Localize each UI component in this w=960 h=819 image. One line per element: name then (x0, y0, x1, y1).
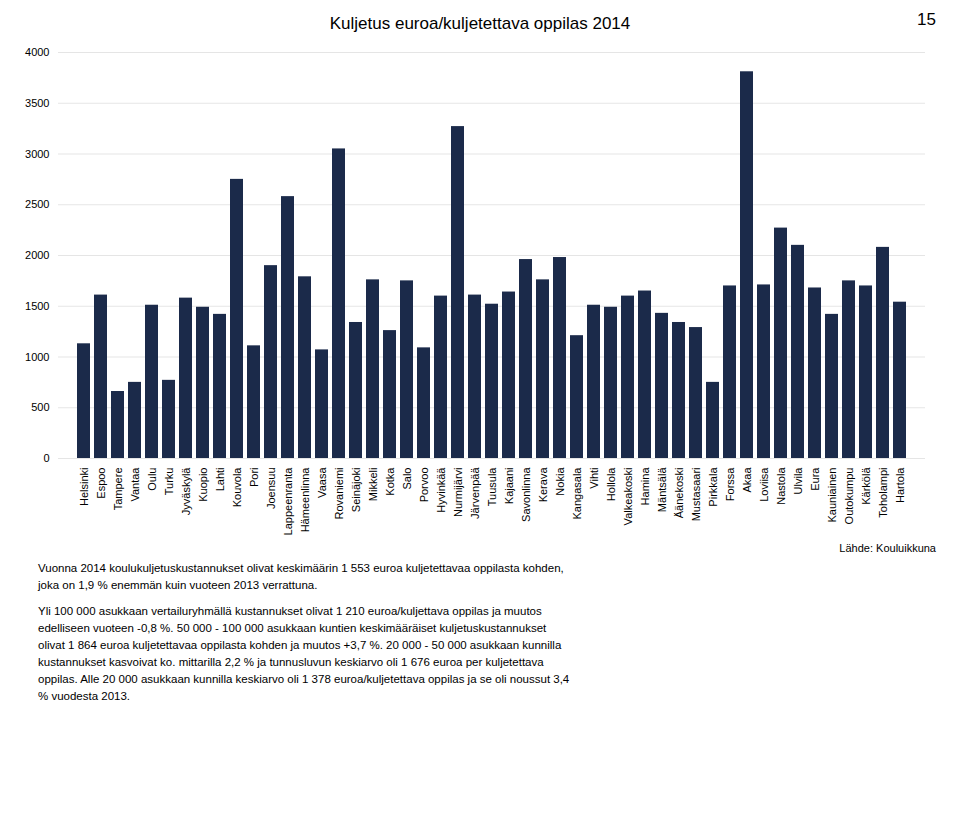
html-text:olivat 1 864 euroa kuljetettav: olivat 1 864 euroa kuljetettavaa oppilas… (38, 639, 562, 651)
svg-text:Nokia: Nokia (554, 467, 566, 496)
html-text:edelliseen vuoteen -0,8 %. 50: edelliseen vuoteen -0,8 %. 50 000 - 100 … (38, 622, 547, 634)
svg-text:3000: 3000 (25, 148, 49, 160)
svg-text:Outokumpu: Outokumpu (843, 468, 855, 525)
svg-text:Mäntsälä: Mäntsälä (656, 467, 668, 513)
svg-text:Joensuu: Joensuu (265, 468, 277, 510)
svg-text:Forssa: Forssa (724, 467, 736, 502)
html-text:Lähde: Kouluikkuna: Lähde: Kouluikkuna (839, 542, 936, 554)
svg-text:Kajaani: Kajaani (503, 468, 515, 505)
svg-text:Kauniainen: Kauniainen (826, 468, 838, 523)
svg-text:Hamina: Hamina (639, 467, 651, 506)
svg-text:3500: 3500 (25, 97, 49, 109)
svg-text:Rovaniemi: Rovaniemi (333, 468, 345, 520)
svg-text:Toholampi: Toholampi (877, 468, 889, 518)
svg-text:2000: 2000 (25, 249, 49, 261)
html-text:oppilas. Alle 20 000 asukkaan: oppilas. Alle 20 000 asukkaan kunnilla k… (38, 673, 570, 685)
svg-text:Kangasala: Kangasala (571, 467, 583, 520)
svg-text:Kouvola: Kouvola (231, 467, 243, 508)
svg-text:Hartola: Hartola (894, 467, 906, 503)
svg-text:Loviisa: Loviisa (758, 467, 770, 502)
svg-text:Vantaa: Vantaa (129, 467, 141, 502)
svg-text:Kotka: Kotka (384, 467, 396, 496)
svg-text:2500: 2500 (25, 198, 49, 210)
html-text:15: 15 (917, 10, 936, 29)
svg-text:Oulu: Oulu (146, 468, 158, 491)
html-text:Yli 100 000 asukkaan vertailur: Yli 100 000 asukkaan vertailuryhmällä ku… (38, 605, 542, 617)
svg-text:4000: 4000 (25, 46, 49, 58)
svg-text:Vaasa: Vaasa (316, 467, 328, 498)
html-text:Vuonna 2014 koulukuljetuskusta: Vuonna 2014 koulukuljetuskustannukset ol… (38, 562, 564, 574)
svg-text:Kerava: Kerava (537, 467, 549, 503)
svg-text:1500: 1500 (25, 300, 49, 312)
svg-text:Kuopio: Kuopio (197, 468, 209, 502)
html-text:% vuodesta 2013.: % vuodesta 2013. (38, 690, 131, 702)
svg-text:Jyväskylä: Jyväskylä (180, 467, 192, 516)
svg-text:Hollola: Hollola (605, 467, 617, 502)
svg-text:Eura: Eura (809, 467, 821, 491)
svg-text:500: 500 (31, 401, 49, 413)
svg-text:Pirkkala: Pirkkala (707, 467, 719, 507)
svg-text:Turku: Turku (163, 468, 175, 496)
html-text:Kuljetus euroa/kuljetettava op: Kuljetus euroa/kuljetettava oppilas 2014 (329, 14, 631, 33)
svg-text:Lahti: Lahti (214, 468, 226, 492)
svg-text:Mikkeli: Mikkeli (367, 468, 379, 502)
svg-text:Savonlinna: Savonlinna (520, 467, 532, 522)
svg-text:1000: 1000 (25, 351, 49, 363)
svg-text:Kärkölä: Kärkölä (860, 467, 872, 505)
svg-text:Ulvila: Ulvila (792, 467, 804, 495)
svg-text:Seinäjoki: Seinäjoki (350, 468, 362, 513)
svg-text:Nurmijärvi: Nurmijärvi (452, 468, 464, 518)
html-text:joka on 1,9 % enemmän kuin vuo: joka on 1,9 % enemmän kuin vuoteen 2013 … (38, 579, 318, 591)
svg-text:Tuusula: Tuusula (486, 467, 498, 507)
html-text:kustannukset kasvoivat ko. mit: kustannukset kasvoivat ko. mittarilla 2,… (38, 656, 544, 668)
svg-text:Järvenpää: Järvenpää (469, 467, 481, 519)
svg-text:Hyvinkää: Hyvinkää (435, 467, 447, 513)
svg-text:Lappeenranta: Lappeenranta (282, 467, 294, 536)
svg-text:Mustasaari: Mustasaari (690, 468, 702, 522)
svg-text:Helsinki: Helsinki (78, 468, 90, 507)
svg-text:Salo: Salo (401, 468, 413, 490)
svg-text:Valkeakoski: Valkeakoski (622, 468, 634, 526)
svg-text:Espoo: Espoo (95, 468, 107, 499)
svg-text:Äänekoski: Äänekoski (673, 468, 685, 519)
svg-text:Hämeenlinna: Hämeenlinna (299, 467, 311, 533)
svg-text:Porvoo: Porvoo (418, 468, 430, 503)
svg-text:Vihti: Vihti (588, 468, 600, 489)
svg-text:0: 0 (43, 452, 49, 464)
svg-text:Pori: Pori (248, 468, 260, 488)
svg-text:Tampere: Tampere (112, 468, 124, 511)
svg-text:Akaa: Akaa (741, 467, 753, 493)
svg-text:Nastola: Nastola (775, 467, 787, 505)
